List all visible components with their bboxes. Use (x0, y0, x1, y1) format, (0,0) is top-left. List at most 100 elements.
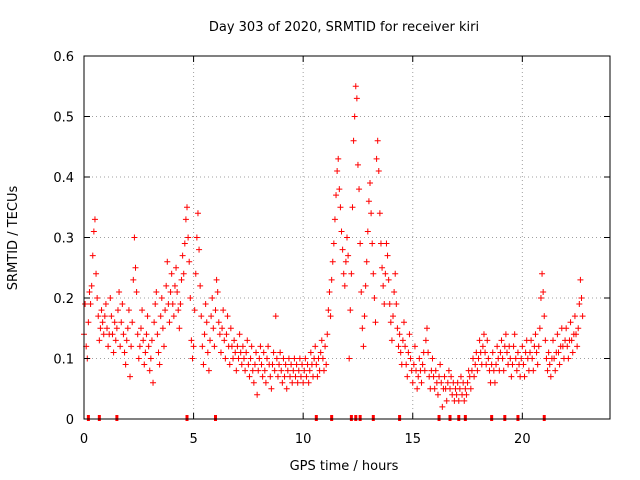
y-tick-label: 0 (66, 413, 74, 428)
data-point (540, 288, 547, 295)
baseline-marker (330, 415, 334, 421)
data-point (132, 264, 139, 271)
data-point (380, 282, 387, 289)
data-point (317, 349, 324, 356)
x-tick-label: 15 (404, 432, 421, 447)
data-point (281, 373, 288, 380)
data-point (541, 313, 548, 320)
x-tick-label: 10 (295, 432, 312, 447)
data-point (176, 325, 183, 332)
data-point (556, 361, 563, 368)
data-point (177, 301, 184, 308)
y-tick-label: 0.4 (53, 171, 74, 186)
data-point (551, 355, 558, 362)
data-point (476, 337, 483, 344)
data-point (530, 367, 537, 374)
data-point (362, 282, 369, 289)
data-point (197, 282, 204, 289)
baseline-marker (542, 415, 546, 421)
data-point (288, 361, 295, 368)
data-point (319, 355, 326, 362)
data-point (348, 270, 355, 277)
data-point (333, 192, 340, 199)
y-tick-label: 0.3 (53, 232, 74, 247)
data-point (148, 337, 155, 344)
data-point (240, 355, 247, 362)
data-point (105, 343, 112, 350)
data-point (336, 186, 343, 193)
data-point (342, 258, 349, 265)
data-point (334, 167, 341, 174)
data-point (322, 343, 329, 350)
data-point (112, 337, 119, 344)
data-point (139, 307, 146, 314)
data-point (376, 210, 383, 217)
data-point (520, 361, 527, 368)
data-point (340, 270, 347, 277)
data-point (394, 325, 401, 332)
data-point (470, 355, 477, 362)
data-point (120, 331, 127, 338)
data-point (503, 349, 510, 356)
data-point (406, 331, 413, 338)
data-point (121, 349, 128, 356)
data-point (313, 361, 320, 368)
data-point (361, 313, 368, 320)
data-point (158, 295, 165, 301)
data-point (391, 288, 398, 295)
data-point (365, 198, 372, 205)
data-point (188, 337, 195, 344)
data-point (578, 295, 585, 301)
data-point (432, 367, 439, 374)
data-point (113, 325, 120, 332)
data-point (198, 313, 205, 320)
data-point (306, 367, 313, 374)
data-point (170, 313, 177, 320)
data-point (359, 325, 366, 332)
data-point (320, 367, 327, 374)
data-point (518, 355, 525, 362)
data-point (133, 288, 140, 295)
baseline-marker (354, 415, 358, 421)
data-point (108, 313, 115, 320)
data-point (222, 355, 229, 362)
data-point (135, 355, 142, 362)
data-point (232, 349, 239, 356)
data-point (554, 331, 561, 338)
data-point (276, 361, 283, 368)
y-tick-label: 0.6 (53, 50, 74, 65)
data-point (295, 367, 302, 374)
data-point (168, 270, 175, 277)
data-point (109, 331, 116, 338)
data-point (196, 246, 203, 253)
data-point (237, 349, 244, 356)
baseline-marker (516, 415, 520, 421)
data-point (536, 325, 543, 332)
data-point (221, 337, 228, 344)
data-point (156, 361, 163, 368)
data-point (472, 361, 479, 368)
data-point (567, 319, 574, 326)
data-point (140, 337, 147, 344)
data-point (507, 355, 514, 362)
data-point (178, 276, 185, 283)
data-point (461, 397, 468, 404)
data-point (128, 343, 135, 350)
data-point (249, 367, 256, 374)
data-point (85, 319, 92, 326)
data-point (212, 307, 219, 314)
data-point (282, 361, 289, 368)
data-point (509, 361, 516, 368)
data-point (269, 361, 276, 368)
data-point (379, 264, 386, 271)
data-point (346, 355, 353, 362)
data-point (445, 367, 452, 374)
x-tick-label: 20 (514, 432, 531, 447)
data-point (393, 301, 400, 308)
data-point (290, 367, 297, 374)
data-point (441, 373, 448, 380)
baseline-markers (86, 415, 546, 421)
data-point (267, 373, 274, 380)
data-point (395, 343, 402, 350)
data-point (360, 343, 367, 350)
